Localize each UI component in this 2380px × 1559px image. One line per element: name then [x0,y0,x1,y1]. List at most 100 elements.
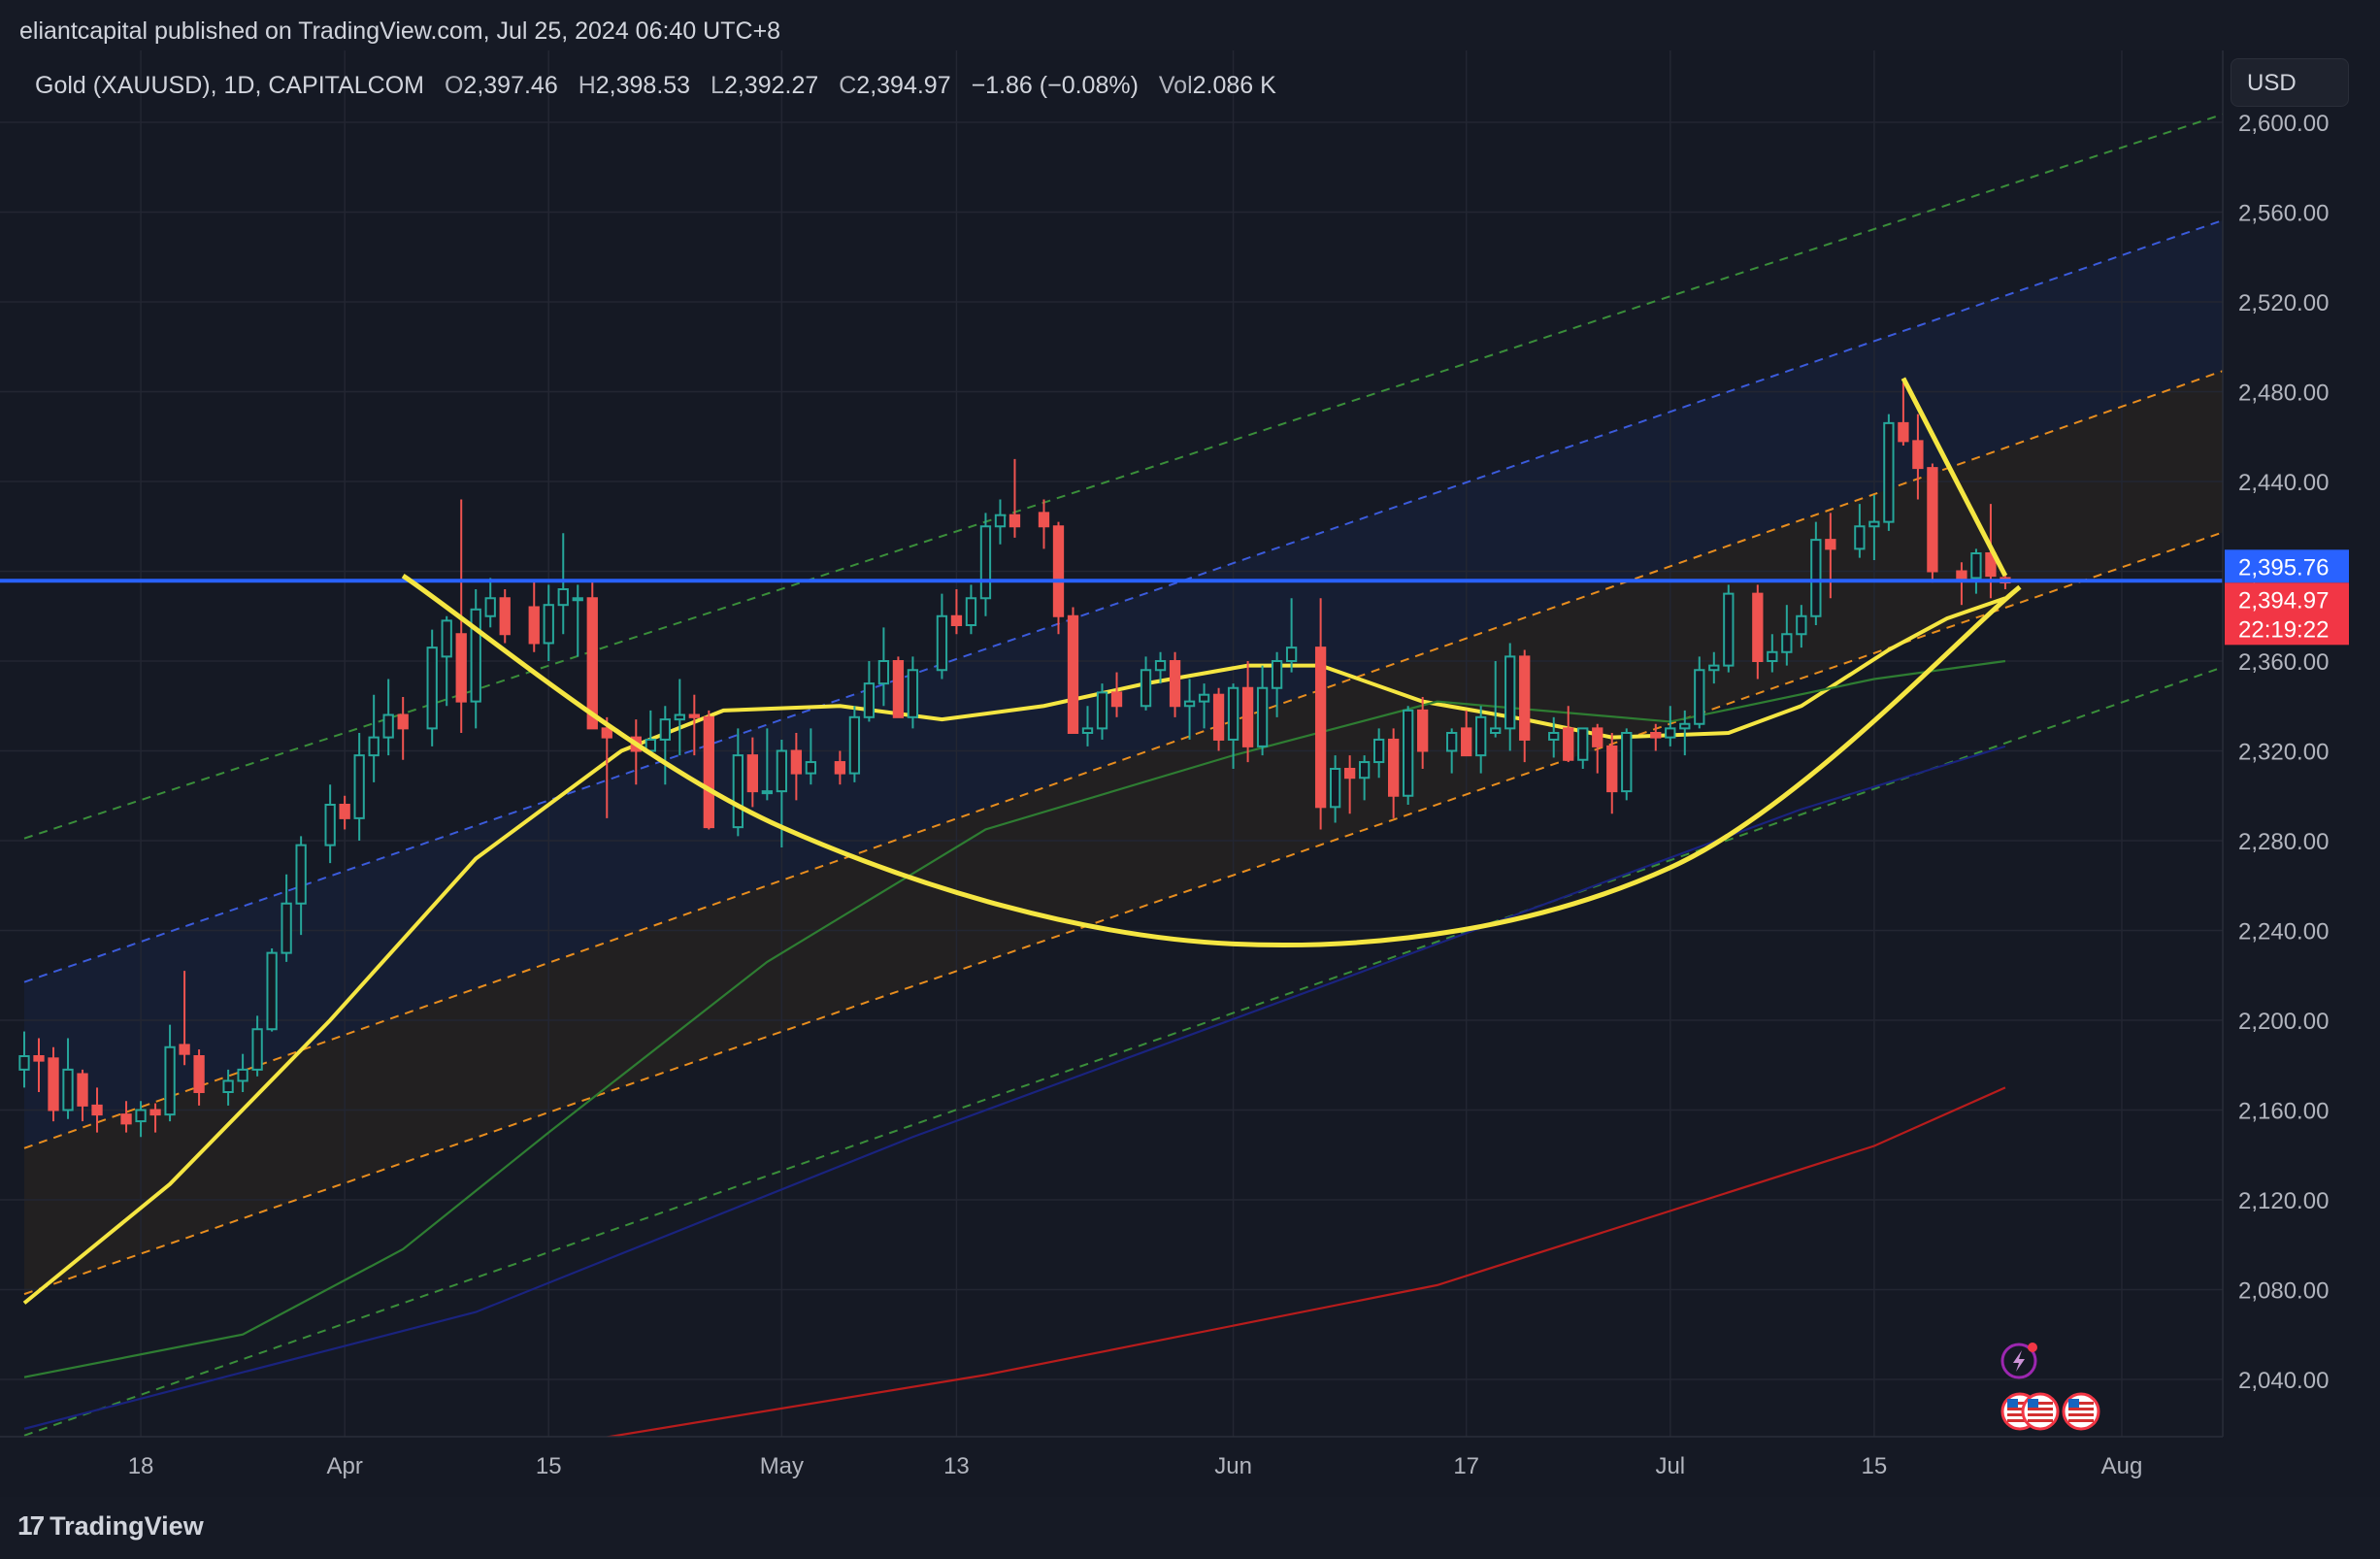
candle[interactable] [1461,710,1472,757]
chart-area[interactable]: 2,040.00 2,080.00 2,120.00 2,160.00 2,200.00… [0,50,2380,1497]
candle[interactable] [877,627,890,707]
candle[interactable] [353,733,365,841]
candle[interactable] [1810,521,1822,625]
candle[interactable] [484,578,496,628]
candle[interactable] [1052,521,1065,635]
tradingview-logo[interactable]: 17 TradingView [17,1507,204,1545]
candle[interactable] [1271,651,1283,717]
us-flag-icon[interactable] [2062,1392,2100,1431]
candle[interactable] [1343,755,1356,814]
candle[interactable] [1883,414,1895,531]
candle[interactable] [586,582,598,730]
candle[interactable] [1169,651,1181,717]
candle[interactable] [1403,706,1414,805]
candle[interactable] [936,593,948,680]
us-flag-icon[interactable] [2021,1392,2060,1431]
candle[interactable] [1183,679,1196,740]
candle[interactable] [1679,710,1691,756]
candle[interactable] [1621,728,1633,801]
candle[interactable] [1490,661,1502,738]
channel-line-orange-dashed[interactable] [23,359,2254,1149]
candle[interactable] [499,589,511,644]
candle[interactable] [1417,697,1429,769]
candle[interactable] [1519,649,1531,763]
candle[interactable] [761,728,774,801]
candle[interactable] [950,589,963,635]
candle[interactable] [1227,683,1240,769]
candle[interactable] [892,656,905,718]
candle[interactable] [1825,513,1836,599]
candle[interactable] [1358,755,1371,801]
candle[interactable] [48,1046,59,1122]
candle[interactable] [1796,605,1807,648]
candle[interactable] [907,656,919,729]
candle[interactable] [1241,661,1254,763]
candle[interactable] [1008,458,1021,538]
candle[interactable] [1548,716,1560,758]
candle[interactable] [805,728,817,785]
candle[interactable] [470,589,481,729]
time-axis[interactable] [0,1437,2380,1497]
candle[interactable] [135,1101,147,1138]
candle[interactable] [1314,598,1327,830]
candle[interactable] [732,728,744,837]
candle[interactable] [33,1038,45,1093]
candle[interactable] [557,533,569,635]
candle[interactable] [295,836,307,936]
candle[interactable] [1694,656,1705,729]
candle[interactable] [339,795,350,830]
candle[interactable] [77,1069,88,1122]
candle[interactable] [237,1053,248,1092]
candle[interactable] [1912,414,1924,500]
candle[interactable] [994,499,1007,545]
candle[interactable] [193,1049,205,1106]
candle[interactable] [120,1101,132,1133]
candle[interactable] [1285,598,1298,673]
candle[interactable] [281,874,292,962]
cup-curve-drawing[interactable] [401,574,2022,947]
candle[interactable] [164,1024,176,1122]
candle[interactable] [1067,607,1079,734]
candle[interactable] [1475,706,1487,774]
candle[interactable] [965,584,977,635]
candle[interactable] [1927,463,1938,583]
candle[interactable] [834,750,846,785]
candle[interactable] [1723,584,1735,673]
handle-trend-line[interactable] [1901,377,2008,578]
candle[interactable] [222,1069,234,1106]
candle[interactable] [1781,605,1793,666]
candle[interactable] [1388,728,1400,818]
candle[interactable] [1198,683,1210,729]
candle[interactable] [1665,706,1676,746]
candle[interactable] [1606,733,1618,814]
candle[interactable] [1956,562,1967,606]
candle[interactable] [1563,706,1574,763]
candle[interactable] [572,584,583,657]
candle[interactable] [266,948,278,1032]
candle[interactable] [1970,548,1982,594]
candle[interactable] [543,584,554,661]
candle[interactable] [790,733,803,801]
candle[interactable] [1708,651,1720,684]
channel-line-green-dashed[interactable] [23,103,2254,840]
candle[interactable] [18,1031,30,1088]
channel-line-orange-dashed[interactable] [23,520,2254,1296]
candle[interactable] [674,679,685,756]
candle[interactable] [703,710,714,830]
candle[interactable] [149,1103,161,1133]
chart-svg[interactable]: 2,040.00 2,080.00 2,120.00 2,160.00 2,200.00… [0,50,2380,1497]
candle[interactable] [1577,727,1589,769]
candle[interactable] [1868,494,1880,560]
candle[interactable] [179,971,190,1066]
candle[interactable] [688,694,700,756]
candle[interactable] [659,706,671,785]
candle[interactable] [863,661,876,722]
candle[interactable] [746,737,758,808]
candle[interactable] [1329,755,1341,823]
currency-button[interactable]: USD [2231,58,2349,107]
candle[interactable] [1110,672,1123,717]
candle[interactable] [62,1038,74,1119]
candle[interactable] [1898,382,1909,446]
candle[interactable] [1446,728,1458,774]
channel-line-green-dashed[interactable] [23,655,2254,1437]
